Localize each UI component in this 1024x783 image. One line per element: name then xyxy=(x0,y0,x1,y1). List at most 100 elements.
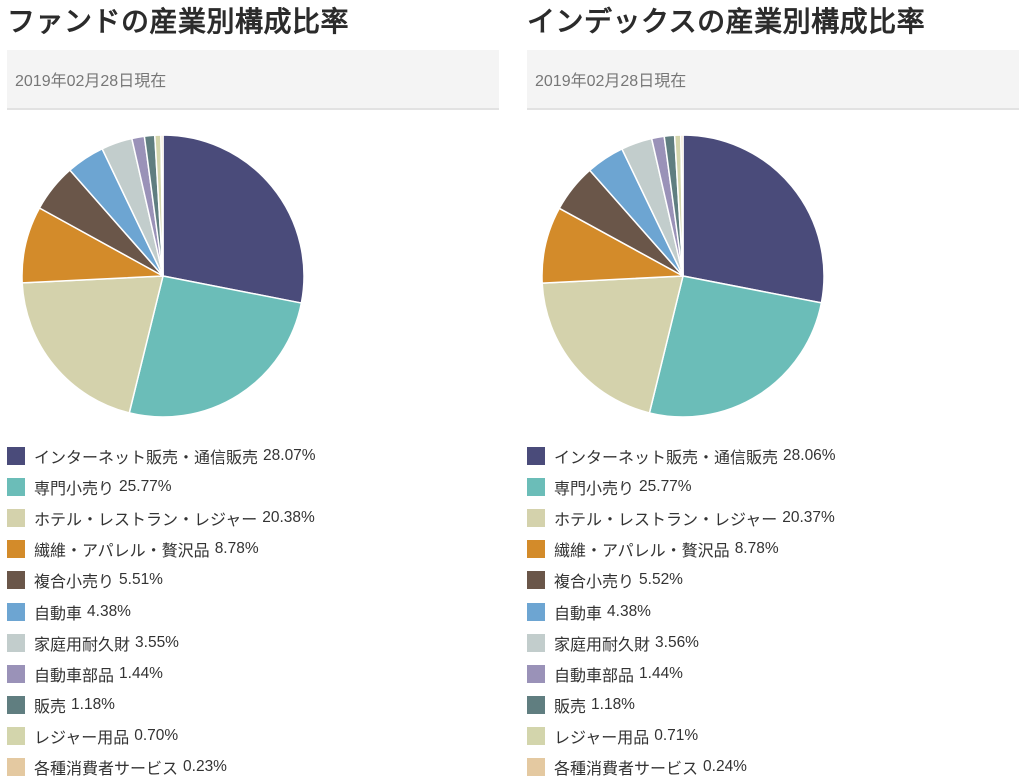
legend-label: レジャー用品 xyxy=(554,728,650,748)
legend-swatch xyxy=(7,602,25,621)
legend-item: 販売 1.18% xyxy=(527,690,836,721)
legend-value: 28.06% xyxy=(783,446,836,464)
legend-label: 販売 xyxy=(34,697,67,717)
fund-panel: ファンドの産業別構成比率 2019年02月28日現在 インターネット販売・通信販… xyxy=(7,0,499,778)
legend-label: 自動車部品 xyxy=(34,665,115,685)
legend-swatch xyxy=(527,758,545,777)
legend-item: インターネット販売・通信販売 28.07% xyxy=(7,440,316,471)
legend-label: 繊維・アパレル・贅沢品 xyxy=(554,541,730,561)
legend-value: 25.77% xyxy=(119,477,172,495)
index-pie-chart xyxy=(541,134,825,418)
legend-value: 0.71% xyxy=(654,727,699,745)
legend-label: ホテル・レストラン・レジャー xyxy=(34,509,258,529)
legend-value: 5.52% xyxy=(639,571,683,589)
legend-label: レジャー用品 xyxy=(34,728,130,748)
legend-value: 20.37% xyxy=(782,508,835,526)
legend-label: 自動車 xyxy=(554,603,603,623)
legend-value: 1.18% xyxy=(71,696,115,714)
pie-slice-3[interactable] xyxy=(21,275,164,414)
legend-value: 1.18% xyxy=(591,696,635,714)
legend-item: 販売 1.18% xyxy=(7,690,316,721)
legend-swatch xyxy=(527,633,545,652)
pie-slice-1[interactable] xyxy=(162,134,305,304)
chart-title: ファンドの産業別構成比率 xyxy=(7,5,350,38)
pie-slice-11[interactable] xyxy=(160,134,164,277)
legend-item: 複合小売り 5.51% xyxy=(7,565,316,596)
legend-label: 自動車 xyxy=(34,603,83,623)
legend-swatch xyxy=(7,633,25,652)
legend-label: インターネット販売・通信販売 xyxy=(554,447,779,467)
legend-swatch xyxy=(527,446,545,465)
pie-slice-2[interactable] xyxy=(128,275,303,418)
pie-slice-11[interactable] xyxy=(680,134,684,277)
legend-item: 自動車部品 1.44% xyxy=(527,658,836,689)
legend-swatch xyxy=(7,477,25,496)
legend-value: 0.23% xyxy=(183,758,227,776)
legend-value: 4.38% xyxy=(87,602,131,620)
legend-swatch xyxy=(527,696,545,715)
legend-value: 5.51% xyxy=(119,571,163,589)
as-of-date: 2019年02月28日現在 xyxy=(7,50,499,110)
legend-label: 各種消費者サービス xyxy=(554,759,699,779)
legend-item: 自動車 4.38% xyxy=(527,596,836,627)
legend-value: 3.55% xyxy=(135,633,179,651)
legend-item: 自動車 4.38% xyxy=(7,596,316,627)
legend-item: 複合小売り 5.52% xyxy=(527,565,836,596)
legend-value: 8.78% xyxy=(214,540,259,558)
legend-swatch xyxy=(7,446,25,465)
fund-pie-chart xyxy=(21,134,305,418)
legend-swatch xyxy=(527,571,545,590)
legend-item: 各種消費者サービス 0.23% xyxy=(7,752,316,783)
legend-label: 各種消費者サービス xyxy=(34,759,179,779)
legend-swatch xyxy=(7,696,25,715)
legend-item: 自動車部品 1.44% xyxy=(7,658,316,689)
legend-swatch xyxy=(7,571,25,590)
legend-swatch xyxy=(7,727,25,746)
legend-swatch xyxy=(527,477,545,496)
legend-value: 1.44% xyxy=(639,664,683,682)
legend-label: 複合小売り xyxy=(554,572,635,592)
legend-item: 専門小売り 25.77% xyxy=(7,471,316,502)
legend-label: 家庭用耐久財 xyxy=(34,634,131,654)
legend-label: 専門小売り xyxy=(34,478,115,498)
legend-item: 家庭用耐久財 3.55% xyxy=(7,627,316,658)
legend-value: 20.38% xyxy=(262,508,315,526)
legend-item: 家庭用耐久財 3.56% xyxy=(527,627,836,658)
legend-label: 家庭用耐久財 xyxy=(554,634,651,654)
legend-value: 1.44% xyxy=(119,664,163,682)
legend-item: レジャー用品 0.71% xyxy=(527,721,836,752)
legend-value: 0.70% xyxy=(134,727,179,745)
legend-swatch xyxy=(527,727,545,746)
legend-swatch xyxy=(7,508,25,527)
legend-item: ホテル・レストラン・レジャー 20.38% xyxy=(7,502,316,533)
legend-label: 複合小売り xyxy=(34,572,115,592)
legend-label: 繊維・アパレル・贅沢品 xyxy=(34,541,210,561)
pie-slice-3[interactable] xyxy=(541,275,684,414)
legend-swatch xyxy=(527,602,545,621)
legend-value: 3.56% xyxy=(655,633,699,651)
legend-item: 繊維・アパレル・贅沢品 8.78% xyxy=(7,534,316,565)
legend-value: 28.07% xyxy=(263,446,316,464)
legend-value: 8.78% xyxy=(734,540,779,558)
legend-label: ホテル・レストラン・レジャー xyxy=(554,509,778,529)
legend-swatch xyxy=(527,508,545,527)
legend-label: インターネット販売・通信販売 xyxy=(34,447,259,467)
pie-slice-2[interactable] xyxy=(648,275,823,418)
legend-label: 専門小売り xyxy=(554,478,635,498)
legend-item: 繊維・アパレル・贅沢品 8.78% xyxy=(527,534,836,565)
chart-title: インデックスの産業別構成比率 xyxy=(527,5,926,38)
legend-swatch xyxy=(527,540,545,559)
legend-item: 専門小売り 25.77% xyxy=(527,471,836,502)
index-legend: インターネット販売・通信販売 28.06% 専門小売り 25.77% ホテル・レストラン… xyxy=(527,440,836,783)
index-panel: インデックスの産業別構成比率 2019年02月28日現在 インターネット販売・通… xyxy=(527,0,1019,778)
legend-label: 販売 xyxy=(554,697,587,717)
pie-slice-1[interactable] xyxy=(682,134,825,304)
legend-label: 自動車部品 xyxy=(554,665,635,685)
legend-swatch xyxy=(7,758,25,777)
legend-item: ホテル・レストラン・レジャー 20.37% xyxy=(527,502,836,533)
fund-legend: インターネット販売・通信販売 28.07% 専門小売り 25.77% ホテル・レストラン… xyxy=(7,440,316,783)
legend-swatch xyxy=(7,540,25,559)
legend-value: 0.24% xyxy=(703,758,747,776)
legend-swatch xyxy=(7,664,25,683)
legend-value: 4.38% xyxy=(607,602,651,620)
